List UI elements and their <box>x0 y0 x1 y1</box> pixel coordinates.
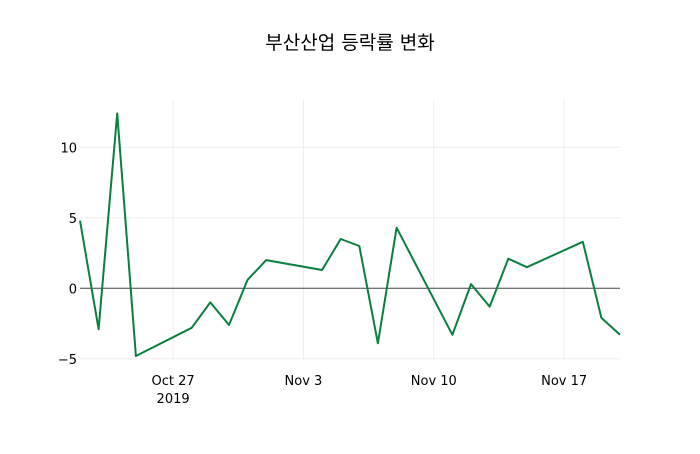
x-tick-sublabel: 2019 <box>157 392 190 407</box>
y-tick-label: −5 <box>58 353 77 368</box>
x-tick-label: Nov 3 <box>285 374 323 389</box>
y-tick-label: 0 <box>69 282 77 297</box>
x-tick-label: Oct 27 <box>152 374 195 389</box>
x-tick-label: Nov 10 <box>411 374 457 389</box>
chart-title: 부산산업 등락률 변화 <box>265 32 434 54</box>
series-line <box>80 114 620 357</box>
x-tick-label: Nov 17 <box>541 374 587 389</box>
y-tick-label: 5 <box>69 212 77 227</box>
y-tick-label: 10 <box>60 141 77 156</box>
